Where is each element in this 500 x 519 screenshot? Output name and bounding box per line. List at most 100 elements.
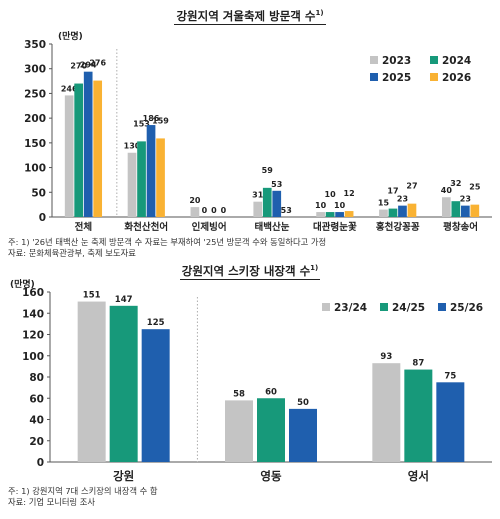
- chart2-footnote: 주: 1) 강원지역 7대 스키장의 내장객 수 합: [8, 486, 158, 496]
- chart2-title: 강원지역 스키장 내장객 수1): [0, 263, 500, 280]
- chart2-bar: [289, 408, 317, 462]
- chart2-x-tick-label: 영동: [260, 469, 282, 483]
- chart1-data-label: 17: [387, 187, 398, 196]
- chart1-data-label: 31: [252, 191, 264, 200]
- chart1-x-tick-label: 화천산천어: [124, 221, 168, 233]
- chart2-data-label: 75: [444, 371, 456, 381]
- chart1-x-tick-label: 태백산눈: [255, 221, 290, 233]
- chart1-data-label: 10: [315, 201, 327, 210]
- chart2-legend-label: 24/25: [392, 302, 425, 314]
- chart1-x-tick-label: 홍천강꽁꽁: [376, 221, 420, 233]
- chart1-legend-label: 2024: [442, 55, 471, 67]
- chart1-title-note-marker: 1): [315, 9, 324, 18]
- chart1-bar: [83, 71, 93, 218]
- chart1-bar: [344, 211, 354, 217]
- chart1-bar: [441, 197, 451, 217]
- chart1-data-label: 10: [325, 190, 337, 199]
- chart1-data-label: 246: [61, 84, 78, 93]
- chart1-y-tick-label: 200: [24, 113, 46, 125]
- chart1-bar: [272, 190, 282, 217]
- chart1-source: 자료: 문화체육관광부, 축제 보도자료: [8, 248, 136, 258]
- chart2-legend-label: 23/24: [334, 302, 367, 314]
- chart2-bar: [141, 329, 170, 462]
- chart1-legend-swatch: [430, 73, 438, 81]
- chart1-footnote: 주: 1) '26년 태백산 눈 축제 방문객 수 자료는 부재하여 '25년 …: [8, 237, 327, 247]
- chart1-y-tick-label: 50: [31, 187, 46, 199]
- chart2-y-tick-label: 0: [37, 457, 44, 469]
- chart1-bar: [407, 203, 417, 217]
- chart2-legend-swatch: [322, 303, 330, 311]
- chart1-data-label: 186: [143, 114, 160, 123]
- chart1-data-label: 59: [262, 166, 274, 175]
- chart1-data-label: 276: [89, 59, 106, 68]
- chart2-data-label: 147: [115, 295, 133, 305]
- chart1-y-tick-label: 150: [24, 138, 46, 150]
- chart1-y-tick-label: 250: [24, 88, 46, 100]
- chart1-data-label: 10: [334, 201, 346, 210]
- chart1-bar: [451, 201, 461, 217]
- chart2-data-label: 58: [233, 389, 245, 399]
- chart2-title-text: 강원지역 스키장 내장객 수: [181, 264, 311, 278]
- chart1-y-tick-label: 300: [24, 64, 46, 76]
- chart1-bar: [93, 80, 103, 217]
- chart1-data-label: 12: [344, 189, 355, 198]
- chart2-source: 자료: 기업 모니터링 조사: [8, 497, 96, 507]
- chart2-bar: [109, 305, 138, 462]
- chart2-y-tick-label: 60: [29, 393, 44, 405]
- chart1-x-tick-label: 평창송어: [443, 221, 478, 233]
- chart1-y-tick-label: 0: [39, 212, 46, 224]
- chart2-data-label: 151: [83, 291, 101, 301]
- chart1-legend-label: 2023: [382, 55, 411, 67]
- chart1-data-label: 0: [202, 206, 208, 215]
- chart1-title: 강원지역 겨울축제 방문객 수1): [0, 8, 500, 25]
- chart2-data-label: 87: [412, 359, 424, 369]
- chart1-bar: [146, 125, 156, 217]
- chart1-data-label: 32: [450, 179, 461, 188]
- chart1-data-label: 15: [378, 199, 390, 208]
- chart2-legend-label: 25/26: [450, 302, 483, 314]
- chart2-x-tick-label: 강원: [113, 469, 134, 483]
- chart1-bar: [379, 209, 388, 217]
- chart1-bar: [156, 138, 165, 217]
- chart2-y-tick-label: 160: [22, 287, 44, 299]
- chart1-data-label: 294: [80, 61, 97, 70]
- chart1-bar: [460, 205, 470, 217]
- chart1-data-label: 53: [281, 206, 292, 215]
- chart1-data-label: 20: [189, 196, 201, 205]
- chart1-bar: [335, 212, 344, 217]
- chart1-y-tick-label: 350: [24, 39, 46, 51]
- chart1-data-label: 159: [152, 116, 169, 125]
- chart1-data-label: 153: [133, 119, 150, 128]
- chart2-bar: [225, 400, 253, 462]
- chart1-data-label: 27: [406, 182, 417, 191]
- chart2-data-label: 50: [297, 398, 309, 408]
- chart2-data-label: 93: [380, 352, 392, 362]
- chart1-data-label: 0: [221, 206, 227, 215]
- chart1-legend-label: 2026: [442, 72, 471, 84]
- chart1-bar: [190, 207, 200, 217]
- chart2-bar: [257, 398, 285, 462]
- chart2-y-tick-label: 100: [22, 351, 44, 363]
- chart1-legend-label: 2025: [382, 72, 411, 84]
- chart2-data-label: 60: [265, 387, 277, 397]
- chart1-bar: [253, 201, 263, 217]
- chart1-legend-swatch: [370, 73, 378, 81]
- chart1-data-label: 130: [124, 142, 141, 151]
- chart1-bar: [316, 212, 325, 217]
- chart2-title-note-marker: 1): [310, 264, 319, 273]
- chart2-legend-swatch: [380, 303, 388, 311]
- chart2-bar: [372, 363, 401, 462]
- chart1-legend-swatch: [370, 56, 378, 64]
- chart1-data-label: 23: [460, 195, 471, 204]
- chart1-bar: [470, 204, 480, 217]
- chart1-bar: [137, 141, 146, 217]
- chart2-y-tick-label: 140: [22, 308, 44, 320]
- chart1-data-label: 25: [469, 183, 481, 192]
- chart1-bar: [388, 208, 398, 217]
- chart1-data-label: 53: [271, 180, 282, 189]
- chart1-x-tick-label: 대관령눈꽃: [313, 221, 357, 233]
- chart2-y-tick-label: 80: [29, 372, 44, 384]
- chart1-x-tick-label: 전체: [75, 221, 92, 233]
- chart2-y-tick-label: 20: [29, 436, 44, 448]
